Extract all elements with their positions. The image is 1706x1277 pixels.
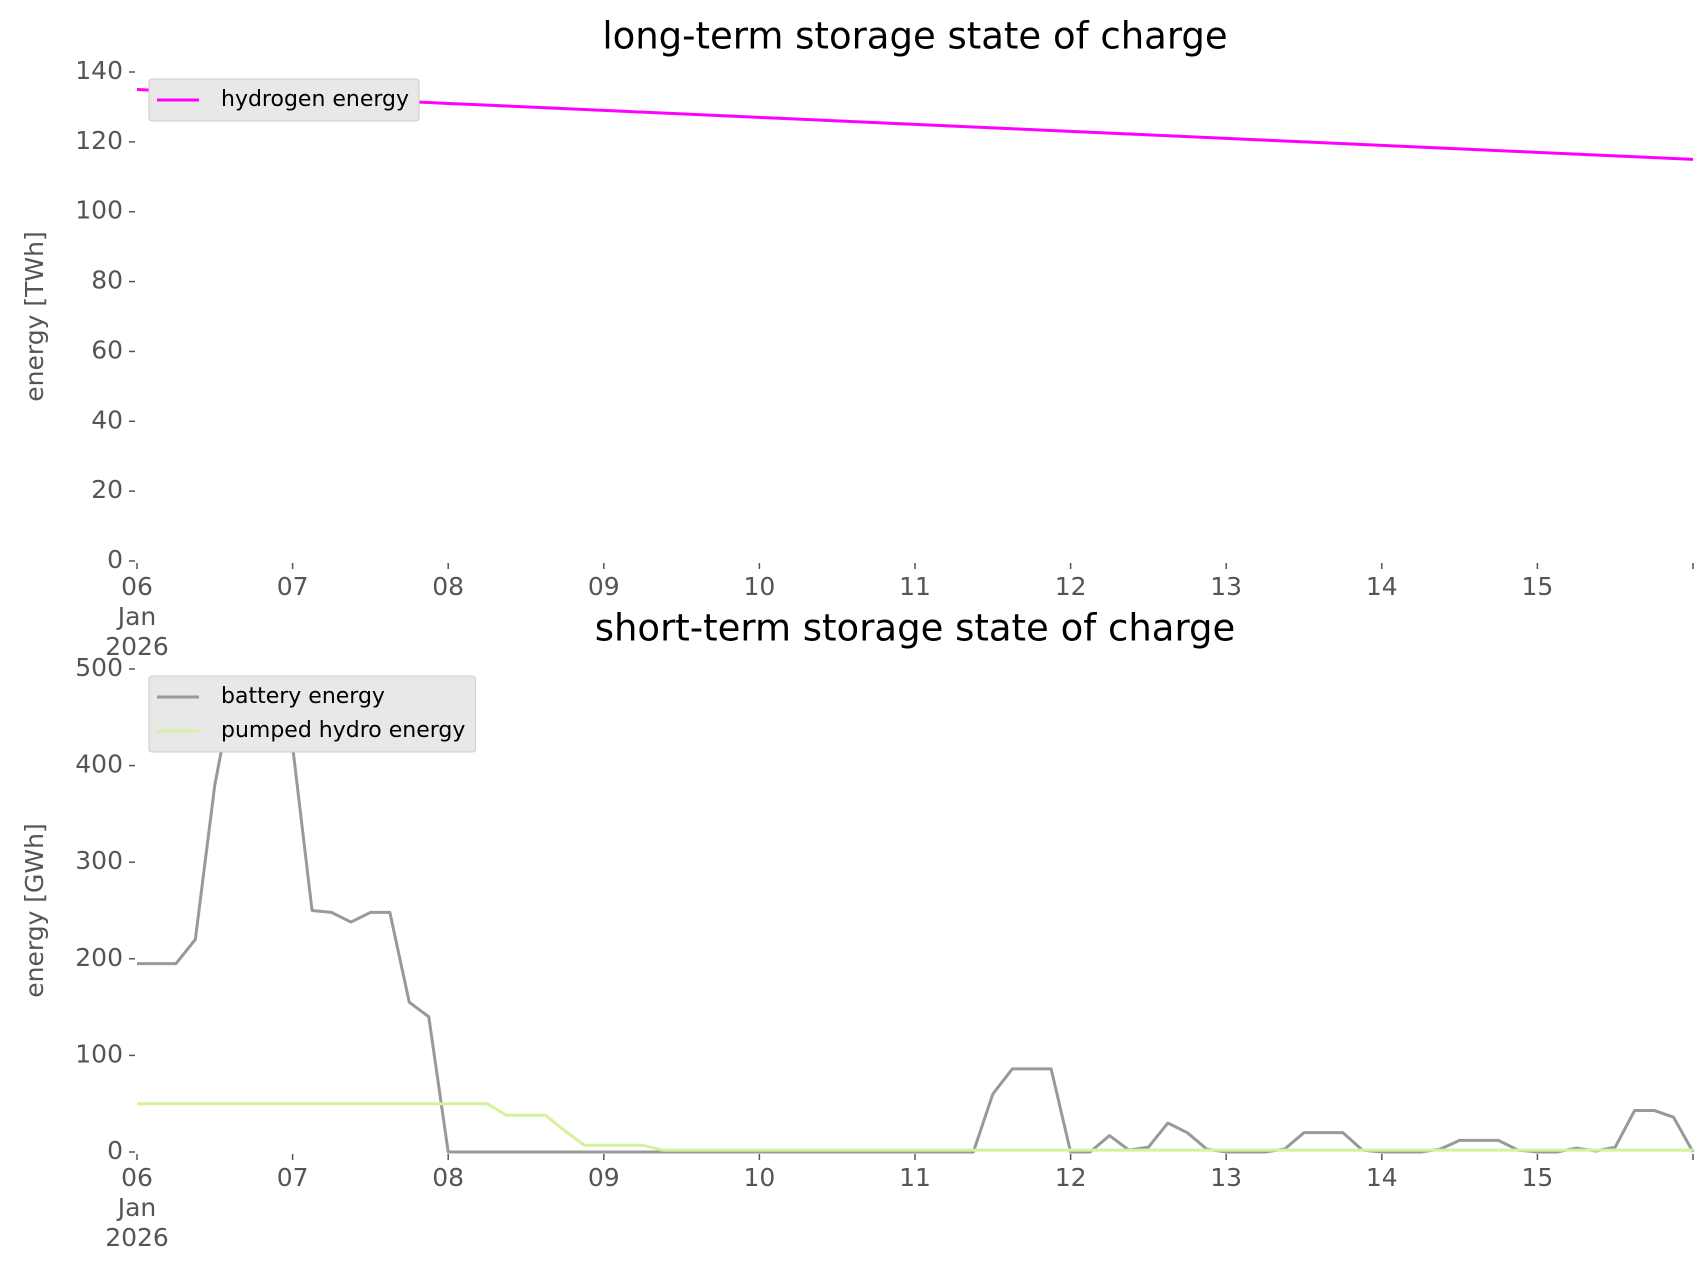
x-tick-label: 15 <box>1521 572 1553 601</box>
legend-label: pumped hydro energy <box>221 718 465 743</box>
legend: battery energy pumped hydro energy <box>148 675 476 753</box>
y-axis-label: energy [TWh] <box>20 231 49 401</box>
y-tick-label: 40 <box>91 405 123 434</box>
x-tick-label: 13 <box>1210 1163 1242 1192</box>
x-tick-label: 11 <box>899 572 931 601</box>
x-tick-label: 10 <box>743 572 775 601</box>
y-tick-label: 120 <box>75 126 123 155</box>
legend: hydrogen energy <box>148 78 420 122</box>
x-tick-label: 09 <box>588 1163 620 1192</box>
x-tick-label: 06 Jan 2026 <box>105 1163 169 1252</box>
x-tick-label: 14 <box>1366 572 1398 601</box>
y-tick-label: 60 <box>91 335 123 364</box>
x-tick-label: 07 <box>277 572 309 601</box>
y-tick-label: 300 <box>75 846 123 875</box>
series-line <box>137 681 1695 1154</box>
x-tick-label: 07 <box>277 1163 309 1192</box>
legend-box <box>148 78 420 122</box>
x-tick-label: 10 <box>743 1163 775 1192</box>
y-tick-label: 0 <box>107 545 123 574</box>
legend-box <box>148 675 476 753</box>
y-tick-label: 20 <box>91 475 123 504</box>
x-tick-label: 06 Jan 2026 <box>105 572 169 661</box>
chart-title: long-term storage state of charge <box>602 15 1227 58</box>
x-tick-label: 08 <box>432 1163 464 1192</box>
x-tick-label: 13 <box>1210 572 1242 601</box>
y-tick-label: 200 <box>75 943 123 972</box>
y-tick-label: 500 <box>75 653 123 682</box>
x-tick-label: 12 <box>1055 572 1087 601</box>
y-tick-label: 140 <box>75 56 123 85</box>
x-tick-label: 11 <box>899 1163 931 1192</box>
y-tick-label: 400 <box>75 750 123 779</box>
y-axis-label: energy [GWh] <box>20 823 49 998</box>
x-tick-label: 12 <box>1055 1163 1087 1192</box>
y-tick-label: 80 <box>91 266 123 295</box>
series-line <box>137 1102 1693 1152</box>
x-tick-label: 08 <box>432 572 464 601</box>
x-tick-label: 15 <box>1521 1163 1553 1192</box>
x-tick-label: 14 <box>1366 1163 1398 1192</box>
chart-title: short-term storage state of charge <box>595 607 1236 650</box>
y-tick-label: 0 <box>107 1136 123 1165</box>
y-tick-label: 100 <box>75 1039 123 1068</box>
legend-label: hydrogen energy <box>221 87 409 112</box>
legend-label: battery energy <box>221 684 385 709</box>
x-tick-label: 09 <box>588 572 620 601</box>
y-tick-label: 100 <box>75 196 123 225</box>
